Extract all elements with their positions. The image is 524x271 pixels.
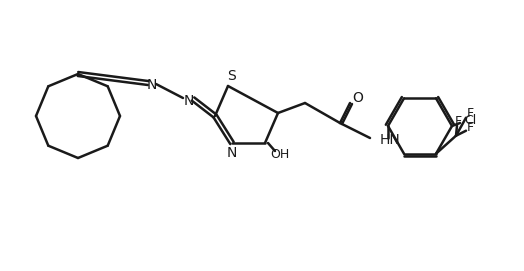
Text: F: F	[454, 115, 462, 128]
Text: N: N	[184, 94, 194, 108]
Text: HN: HN	[380, 133, 401, 147]
Text: O: O	[353, 91, 364, 105]
Text: F: F	[466, 107, 474, 120]
Text: OH: OH	[270, 149, 289, 162]
Text: Cl: Cl	[464, 115, 476, 127]
Text: F: F	[466, 121, 474, 134]
Text: S: S	[226, 69, 235, 83]
Text: N: N	[227, 146, 237, 160]
Text: N: N	[147, 78, 157, 92]
